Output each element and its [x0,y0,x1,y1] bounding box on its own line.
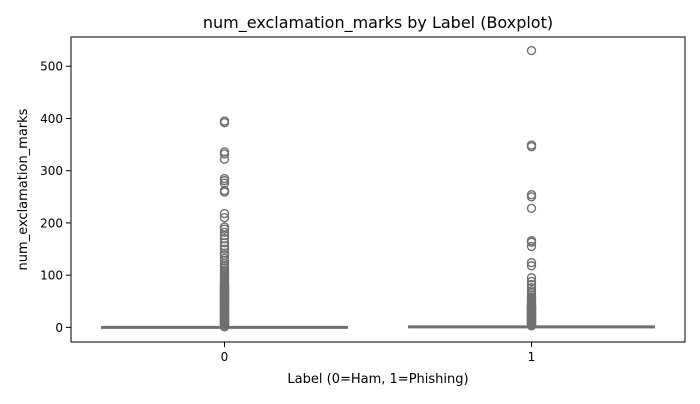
outlier-point [526,286,537,296]
outlier-layer [219,45,537,332]
outlier-point [526,261,537,271]
y-tick-label: 100 [40,269,63,283]
y-tick-label: 200 [40,216,63,230]
outlier-point [219,173,230,184]
outlier-point [219,227,230,238]
y-tick-label: 500 [40,60,63,74]
y-tick-label: 0 [55,321,63,335]
x-axis-label: Label (0=Ham, 1=Phishing) [287,372,468,387]
outlier-point [526,273,537,283]
outlier-point [526,45,537,56]
outlier-point [526,276,537,287]
outlier-point [219,244,230,254]
outlier-point [526,203,537,214]
outlier-point [219,213,230,223]
outlier-point [219,147,230,157]
chart-title: num_exclamation_marks by Label (Boxplot) [203,13,553,33]
outlier-point [526,279,537,290]
outlier-point [219,233,230,244]
outlier-point [526,190,537,200]
outlier-point [526,257,537,268]
outlier-point [526,235,537,246]
outlier-point [526,282,537,293]
outlier-point [219,222,230,232]
outlier-point [219,178,230,188]
outlier-point [526,241,537,252]
outlier-point [526,140,537,150]
x-tick-label: 0 [221,350,229,364]
x-tick-label: 1 [528,350,536,364]
y-axis-label: num_exclamation_marks [16,108,31,270]
y-tick-label: 300 [40,164,63,178]
y-tick-label: 400 [40,112,63,126]
outlier-point [219,253,230,264]
outlier-point [219,116,230,126]
y-axis: 0 100 200 300 400 500 [40,60,71,335]
plot-frame [70,36,686,343]
outlier-point [219,208,230,219]
box-layer [100,325,656,329]
